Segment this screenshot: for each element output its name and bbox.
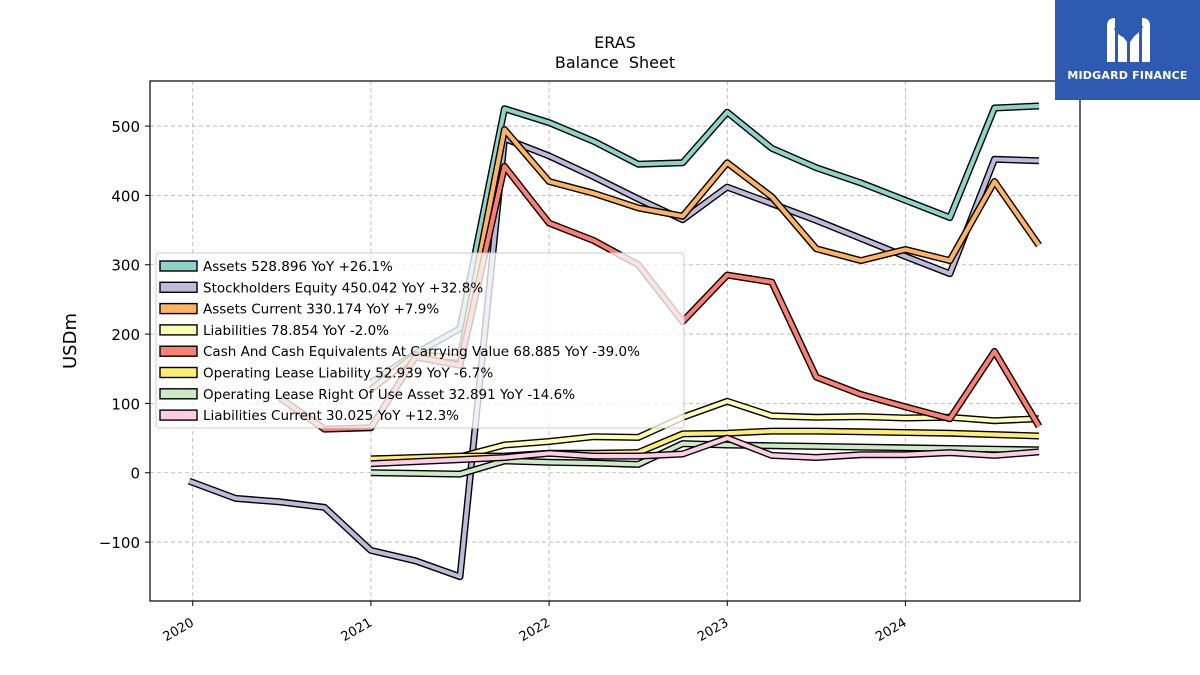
series-8 bbox=[370, 434, 1040, 468]
legend-item: Operating Lease Liability 52.939 YoY -6.… bbox=[159, 366, 493, 382]
legend-label: Assets 528.896 YoY +26.1% bbox=[203, 259, 393, 275]
series-4 bbox=[370, 397, 1040, 465]
plot-frame bbox=[149, 80, 1081, 602]
series-line bbox=[370, 436, 1040, 466]
legend-swatch bbox=[159, 281, 198, 293]
x-tick-label: 2020 bbox=[161, 615, 197, 645]
legend-item: Assets Current 330.174 YoY +7.9% bbox=[159, 302, 439, 318]
legend-swatch bbox=[159, 366, 198, 379]
legend-swatch bbox=[159, 409, 198, 421]
y-tick-label: 200 bbox=[111, 326, 140, 344]
legend-label: Operating Lease Liability 52.939 YoY -6.… bbox=[203, 366, 493, 382]
midgard-finance-logo: MIDGARD FINANCE bbox=[1055, 0, 1200, 100]
legend-swatch bbox=[159, 260, 198, 272]
logo-text: MIDGARD FINANCE bbox=[1067, 69, 1188, 82]
legend-swatch bbox=[159, 345, 198, 357]
legend-item: Stockholders Equity 450.042 YoY +32.8% bbox=[159, 280, 483, 296]
legend-swatch bbox=[159, 302, 198, 315]
legend-item: Operating Lease Right Of Use Asset 32.89… bbox=[159, 387, 575, 403]
chart-subtitle: Balance Sheet bbox=[555, 53, 675, 72]
y-tick-label: 400 bbox=[111, 187, 140, 205]
series-1 bbox=[368, 102, 1040, 386]
legend-item: Cash And Cash Equivalents At Carrying Va… bbox=[159, 344, 640, 360]
y-axis-label: USDm bbox=[60, 313, 81, 369]
x-tick-label: 2022 bbox=[517, 615, 553, 645]
x-tick-label: 2024 bbox=[873, 615, 909, 645]
legend-label: Liabilities 78.854 YoY -2.0% bbox=[203, 323, 389, 339]
legend-label: Assets Current 330.174 YoY +7.9% bbox=[203, 302, 439, 318]
stylized-m-logo-icon bbox=[1107, 18, 1150, 62]
series-3 bbox=[368, 126, 1042, 393]
legend-item: Liabilities 78.854 YoY -2.0% bbox=[159, 323, 389, 339]
legend-label: Cash And Cash Equivalents At Carrying Va… bbox=[203, 344, 640, 360]
y-tick-label: 500 bbox=[111, 118, 140, 136]
legend-label: Stockholders Equity 450.042 YoY +32.8% bbox=[203, 280, 483, 296]
y-tick-label: −100 bbox=[99, 534, 140, 552]
legend-swatch bbox=[159, 324, 198, 336]
y-tick-label: 0 bbox=[130, 465, 140, 483]
y-tick-label: 100 bbox=[111, 395, 140, 413]
legend-swatch bbox=[159, 388, 198, 400]
legend-label: Liabilities Current 30.025 YoY +12.3% bbox=[203, 408, 459, 424]
legend-box bbox=[155, 252, 685, 429]
legend: Assets 528.896 YoY +26.1% Stockholders Eq… bbox=[155, 252, 685, 429]
y-tick-label: 300 bbox=[111, 257, 140, 275]
x-tick-label: 2023 bbox=[695, 615, 731, 645]
legend-label: Operating Lease Right Of Use Asset 32.89… bbox=[203, 387, 575, 403]
legend-item: Liabilities Current 30.025 YoY +12.3% bbox=[159, 408, 459, 424]
x-tick-label: 2021 bbox=[339, 615, 375, 645]
series-line bbox=[369, 127, 1041, 392]
chart-title: ERAS bbox=[594, 33, 636, 52]
series-line bbox=[369, 103, 1040, 385]
legend-item: Assets 528.896 YoY +26.1% bbox=[159, 259, 393, 275]
series-line bbox=[370, 399, 1040, 463]
